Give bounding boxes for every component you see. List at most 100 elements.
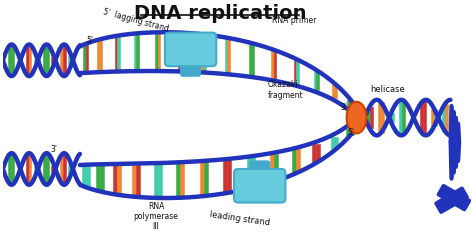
Bar xyxy=(296,60,299,84)
Bar xyxy=(294,60,296,84)
Text: leading strand: leading strand xyxy=(209,210,271,227)
Bar xyxy=(63,45,66,75)
Bar xyxy=(117,37,119,71)
Bar xyxy=(9,154,11,184)
Bar xyxy=(132,165,136,196)
Bar xyxy=(28,154,31,184)
Bar xyxy=(34,59,37,62)
Bar xyxy=(335,137,338,149)
Bar xyxy=(330,137,335,149)
Text: helicase: helicase xyxy=(370,85,405,94)
Bar xyxy=(347,100,350,106)
Bar xyxy=(28,45,31,76)
Bar xyxy=(296,149,300,172)
Bar xyxy=(350,100,352,106)
Bar xyxy=(423,101,427,134)
Bar xyxy=(176,163,180,197)
Bar xyxy=(228,160,231,192)
Text: DNA replication: DNA replication xyxy=(134,4,307,23)
Text: RNA primer: RNA primer xyxy=(272,16,316,25)
Text: 5'  lagging strand: 5' lagging strand xyxy=(101,8,169,34)
Bar xyxy=(26,154,28,184)
Bar xyxy=(274,51,276,79)
Bar xyxy=(68,165,71,173)
Bar xyxy=(68,56,71,64)
Bar xyxy=(251,158,255,187)
Bar xyxy=(26,45,28,76)
Bar xyxy=(201,35,204,71)
Bar xyxy=(228,39,230,73)
Bar xyxy=(71,165,74,173)
Bar xyxy=(86,45,88,72)
Bar xyxy=(136,165,140,196)
Bar xyxy=(154,164,158,197)
Bar xyxy=(316,71,319,90)
Bar xyxy=(350,129,354,135)
Ellipse shape xyxy=(346,102,366,133)
Bar xyxy=(100,165,104,190)
Bar xyxy=(96,165,100,190)
Bar xyxy=(51,58,54,63)
Bar xyxy=(332,84,335,98)
Bar xyxy=(54,58,57,63)
Bar xyxy=(71,56,74,64)
Bar xyxy=(399,100,402,135)
Bar xyxy=(37,167,40,171)
Bar xyxy=(60,154,63,184)
Bar xyxy=(115,37,117,71)
Text: 3': 3' xyxy=(51,145,58,154)
Bar xyxy=(251,44,254,76)
Bar xyxy=(402,100,405,135)
Bar xyxy=(34,167,37,171)
FancyBboxPatch shape xyxy=(165,33,216,66)
Bar xyxy=(420,101,423,134)
Bar xyxy=(43,45,46,75)
Bar xyxy=(158,33,160,70)
Bar xyxy=(46,45,49,75)
Bar xyxy=(312,144,316,162)
Text: 3': 3' xyxy=(340,103,347,112)
Bar xyxy=(223,160,228,192)
Bar xyxy=(200,162,204,195)
FancyBboxPatch shape xyxy=(234,169,285,203)
Bar xyxy=(51,166,54,172)
Bar xyxy=(9,45,11,76)
Bar xyxy=(204,35,206,71)
Bar xyxy=(37,59,40,62)
Text: Okazaki
fragment: Okazaki fragment xyxy=(268,80,303,100)
Text: RNA
polymerase
III: RNA polymerase III xyxy=(134,201,178,231)
Bar xyxy=(272,51,274,79)
Bar xyxy=(83,45,86,72)
Bar xyxy=(346,129,350,135)
Bar xyxy=(113,165,117,194)
Bar xyxy=(60,45,63,75)
Bar xyxy=(11,154,14,184)
Bar xyxy=(180,163,184,197)
Bar xyxy=(292,149,296,172)
Bar xyxy=(204,162,208,195)
FancyBboxPatch shape xyxy=(181,58,201,76)
Bar xyxy=(46,154,49,184)
Bar xyxy=(378,102,381,133)
Bar xyxy=(388,113,391,122)
Bar xyxy=(134,34,136,70)
FancyBboxPatch shape xyxy=(437,184,471,211)
Bar xyxy=(314,71,316,90)
Bar xyxy=(63,154,66,184)
Bar xyxy=(136,34,139,70)
Bar xyxy=(442,104,445,131)
Bar xyxy=(381,102,383,133)
Bar xyxy=(434,109,437,126)
Bar xyxy=(445,104,448,131)
Bar xyxy=(178,33,180,71)
Bar xyxy=(274,154,278,181)
Text: 5': 5' xyxy=(86,36,93,45)
Bar xyxy=(43,154,46,184)
Bar xyxy=(270,154,274,181)
Bar xyxy=(86,166,90,186)
Bar xyxy=(247,158,251,187)
Bar xyxy=(180,33,182,71)
Text: 5': 5' xyxy=(347,128,354,137)
Bar xyxy=(11,45,14,76)
Bar xyxy=(335,84,337,98)
